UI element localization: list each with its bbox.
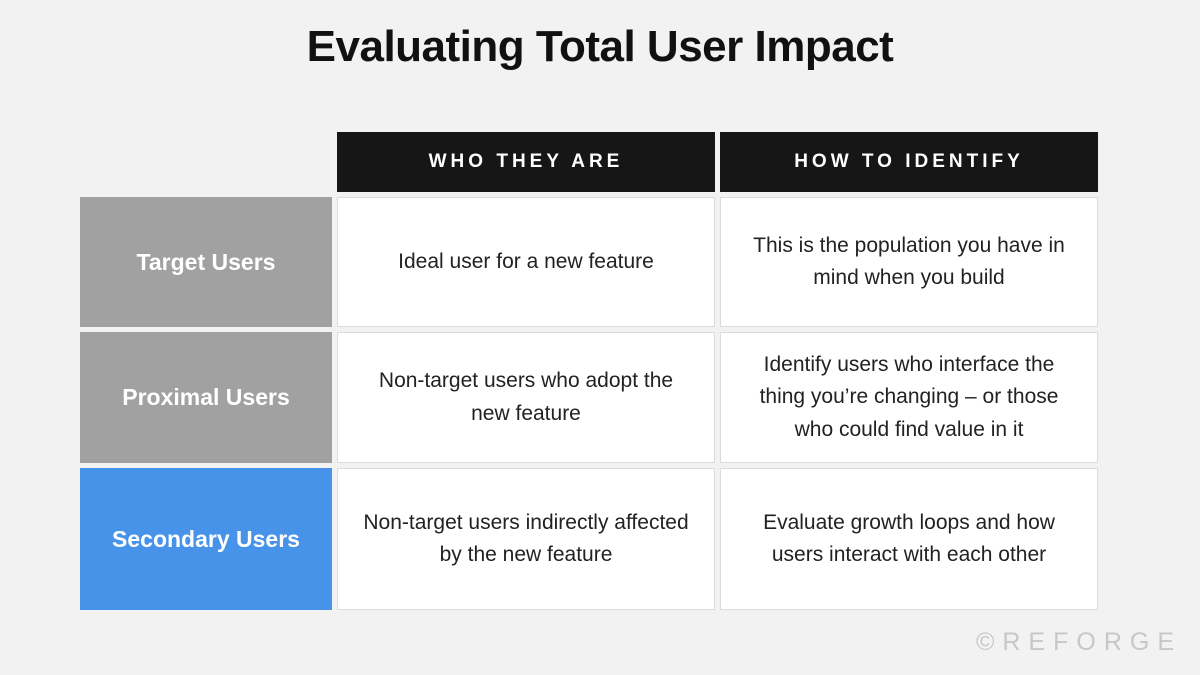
table-cell-proximal-identify: Identify users who interface the thing y… — [720, 332, 1098, 463]
row-label-secondary-users: Secondary Users — [80, 468, 332, 610]
cell-text: Evaluate growth loops and how users inte… — [763, 510, 1055, 566]
table-cell-secondary-who: Non-target users indirectly affected by … — [337, 468, 715, 610]
reforge-watermark: ©REFORGE — [975, 628, 1182, 656]
cell-text: Identify users who interface the thing y… — [759, 353, 1059, 441]
cell-text: Non-target users indirectly affected by … — [363, 510, 689, 566]
page-title: Evaluating Total User Impact — [306, 22, 894, 71]
cell-text: Non-target users who adopt the new featu… — [378, 369, 674, 425]
table-cell-secondary-identify: Evaluate growth loops and how users inte… — [720, 468, 1098, 610]
row-label-proximal-users: Proximal Users — [80, 332, 332, 463]
row-label-target-users: Target Users — [80, 197, 332, 327]
cell-text: This is the population you have in mind … — [753, 233, 1065, 289]
table-cell-proximal-who: Non-target users who adopt the new featu… — [337, 332, 715, 463]
column-header-who-they-are: WHO THEY ARE — [337, 132, 715, 192]
table-cell-target-who: Ideal user for a new feature — [337, 197, 715, 327]
cell-text: Ideal user for a new feature — [398, 249, 654, 273]
column-header-how-to-identify: HOW TO IDENTIFY — [720, 132, 1098, 192]
user-impact-table: WHO THEY ARE HOW TO IDENTIFY Target User… — [80, 132, 1098, 610]
table-cell-target-identify: This is the population you have in mind … — [720, 197, 1098, 327]
